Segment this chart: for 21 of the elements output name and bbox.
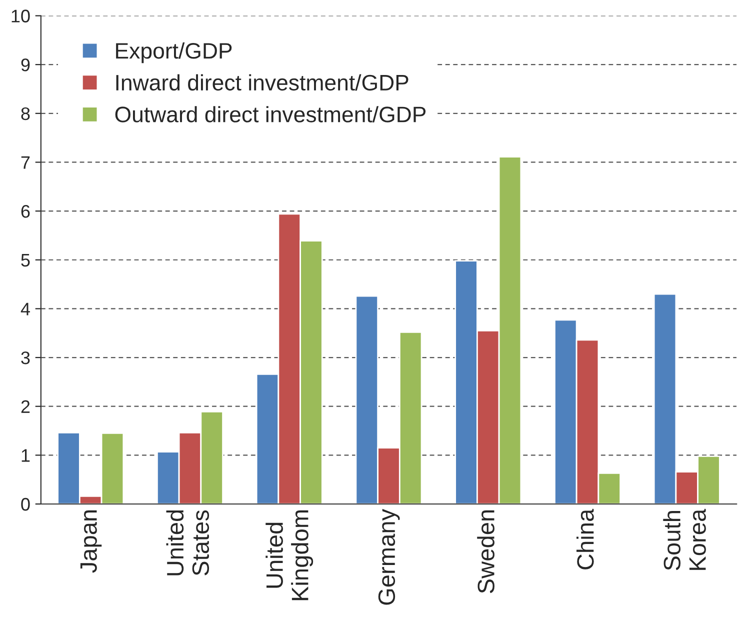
y-tick-label: 0 bbox=[21, 498, 30, 511]
legend-label: Outward direct investment/GDP bbox=[115, 106, 426, 122]
y-tick-label: 2 bbox=[21, 400, 30, 413]
y-tick-label: 9 bbox=[21, 58, 30, 72]
legend-label: Inward direct investment/GDP bbox=[116, 74, 408, 91]
y-tick-label: 10 bbox=[12, 10, 30, 22]
legend-label: Export/GDP bbox=[116, 42, 232, 64]
y-tick-label: 1 bbox=[22, 449, 30, 462]
y-tick-label: 4 bbox=[20, 302, 30, 316]
x-tick-label: Germany bbox=[378, 508, 400, 605]
y-tick-label: 7 bbox=[21, 156, 30, 169]
y-tick-label: 5 bbox=[21, 254, 30, 267]
x-tick-label: China bbox=[576, 508, 594, 570]
x-tick-label: South Korea bbox=[663, 508, 706, 570]
x-tick-label: Sweden bbox=[477, 510, 494, 594]
x-tick-label: Japan bbox=[80, 510, 102, 573]
y-tick-label: 3 bbox=[21, 351, 30, 364]
x-tick-label: United Kingdom bbox=[266, 510, 314, 600]
x-tick-label: United States bbox=[166, 510, 210, 576]
y-tick-label: 6 bbox=[21, 204, 30, 218]
y-tick-label: 8 bbox=[21, 107, 30, 120]
